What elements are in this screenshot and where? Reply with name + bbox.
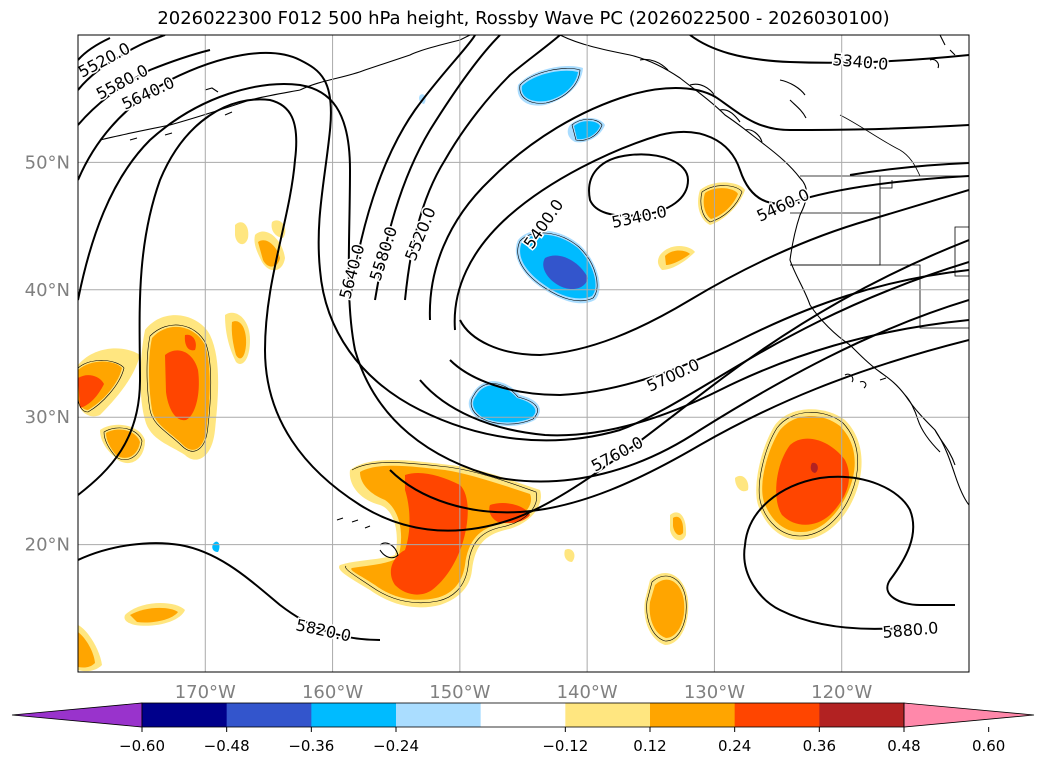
contour-inner-low (459, 189, 969, 357)
contour-5760-west (78, 83, 969, 483)
colorbar-segment (480, 703, 566, 727)
contour-5640-trough (349, 35, 476, 301)
contour-5580-west (78, 35, 166, 91)
colorbar-frame (141, 702, 905, 728)
contour-5400-loop (428, 87, 969, 321)
colorbar-tick-label: 0.48 (887, 737, 920, 755)
longitude-label: 160°W (302, 682, 363, 703)
map-frame (77, 34, 970, 673)
colorbar-tick-label: 0.24 (718, 737, 751, 755)
colorbar-tick-label: −0.36 (288, 737, 334, 755)
latitude-labels: 50°N 40°N 30°N 20°N (25, 152, 70, 555)
height-contours (78, 35, 969, 641)
contour-5460-loop (453, 130, 969, 331)
colorbar-tick-label: 0.36 (803, 737, 836, 755)
contour-5340-north (689, 35, 969, 64)
latitude-label: 40°N (25, 280, 70, 301)
contour-5880-high (744, 475, 955, 606)
colorbar-segment (565, 703, 651, 727)
longitude-label: 130°W (684, 682, 745, 703)
colorbar-segment (142, 703, 228, 727)
longitude-labels: 170°W 160°W 150°W 140°W 130°W 120°W (175, 682, 873, 703)
longitude-label: 140°W (557, 682, 618, 703)
contour-5340-closed (588, 153, 690, 217)
map-title: 2026022300 F012 500 hPa height, Rossby W… (157, 8, 890, 29)
colorbar-extend-max (903, 702, 1035, 728)
colorbar-tick-label: 0.12 (633, 737, 666, 755)
contour-5820 (78, 98, 969, 532)
colorbar-segment (311, 703, 397, 727)
contour-5640-west (78, 49, 211, 126)
colorbar-segment (650, 703, 736, 727)
longitude-label: 150°W (429, 682, 490, 703)
latitude-label: 20°N (25, 535, 70, 556)
colorbar-tick-label: −0.24 (373, 737, 419, 755)
latitude-label: 30°N (25, 407, 70, 428)
contour-5520-west (78, 37, 111, 61)
contour-5760-mid (419, 319, 969, 437)
contour-5880-west (743, 544, 901, 630)
contour-5700-west (78, 51, 969, 442)
contour-5820-south (78, 542, 381, 641)
contour-5820-mid (389, 339, 969, 514)
colorbar-segment (396, 703, 482, 727)
colorbar-segment (819, 703, 905, 727)
colorbar-tick-label: −0.48 (204, 737, 250, 755)
latitude-label: 50°N (25, 152, 70, 173)
contour-5760-edge (849, 162, 969, 176)
contour-5580-trough (374, 35, 501, 301)
contour-5520-trough (404, 35, 561, 301)
coastlines (99, 35, 969, 559)
contour-5700-mid (449, 269, 969, 397)
gridlines (78, 35, 969, 672)
colorbar-segment (226, 703, 312, 727)
longitude-label: 170°W (175, 682, 236, 703)
colorbar-tick-label: −0.60 (119, 737, 165, 755)
colorbar-ticks: −0.60 −0.48 −0.36 −0.24 −0.12 0.12 0.24 0.36 0.4… (119, 727, 1005, 755)
colorbar-tick-label: −0.12 (542, 737, 588, 755)
longitude-label: 120°W (811, 682, 872, 703)
colorbar-extend-min (11, 702, 143, 728)
colorbar-tick-label: 0.60 (972, 737, 1005, 755)
positive-anomaly-shading (78, 182, 862, 672)
colorbar-segment (734, 703, 820, 727)
colorbar (11, 702, 1035, 728)
